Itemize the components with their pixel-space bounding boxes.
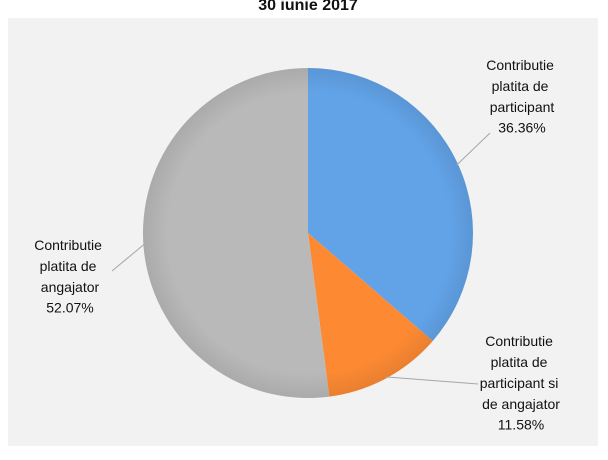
pie: [142, 68, 474, 399]
label-line: platita de: [40, 258, 101, 274]
value-label: 52.07%: [46, 300, 93, 316]
value-label: 11.58%: [498, 417, 544, 433]
category-label: Contributie platita de participant: [486, 57, 558, 115]
label-line: participant si: [480, 375, 562, 391]
value-label: 36.36%: [498, 120, 545, 136]
label-line: Contributie: [486, 57, 558, 73]
leader-line: [111, 243, 146, 272]
chart-title: 30 iunie 2017: [258, 0, 358, 14]
label-line: platita de: [491, 354, 552, 370]
category-label: Contributie platita de angajator: [34, 237, 106, 295]
leader-line: [385, 376, 479, 385]
label-line: platita de: [492, 78, 553, 94]
leader-line: [456, 132, 491, 166]
label-line: angajator: [41, 279, 100, 295]
label-line: Contributie: [34, 237, 106, 253]
label-line: Contributie: [485, 333, 557, 349]
label-line: de angajator: [482, 396, 560, 412]
label-line: participant: [490, 99, 555, 115]
category-label: Contributie platita de participant si de…: [480, 333, 562, 412]
labels: Contributie platita de participant 36.36%…: [34, 57, 562, 433]
